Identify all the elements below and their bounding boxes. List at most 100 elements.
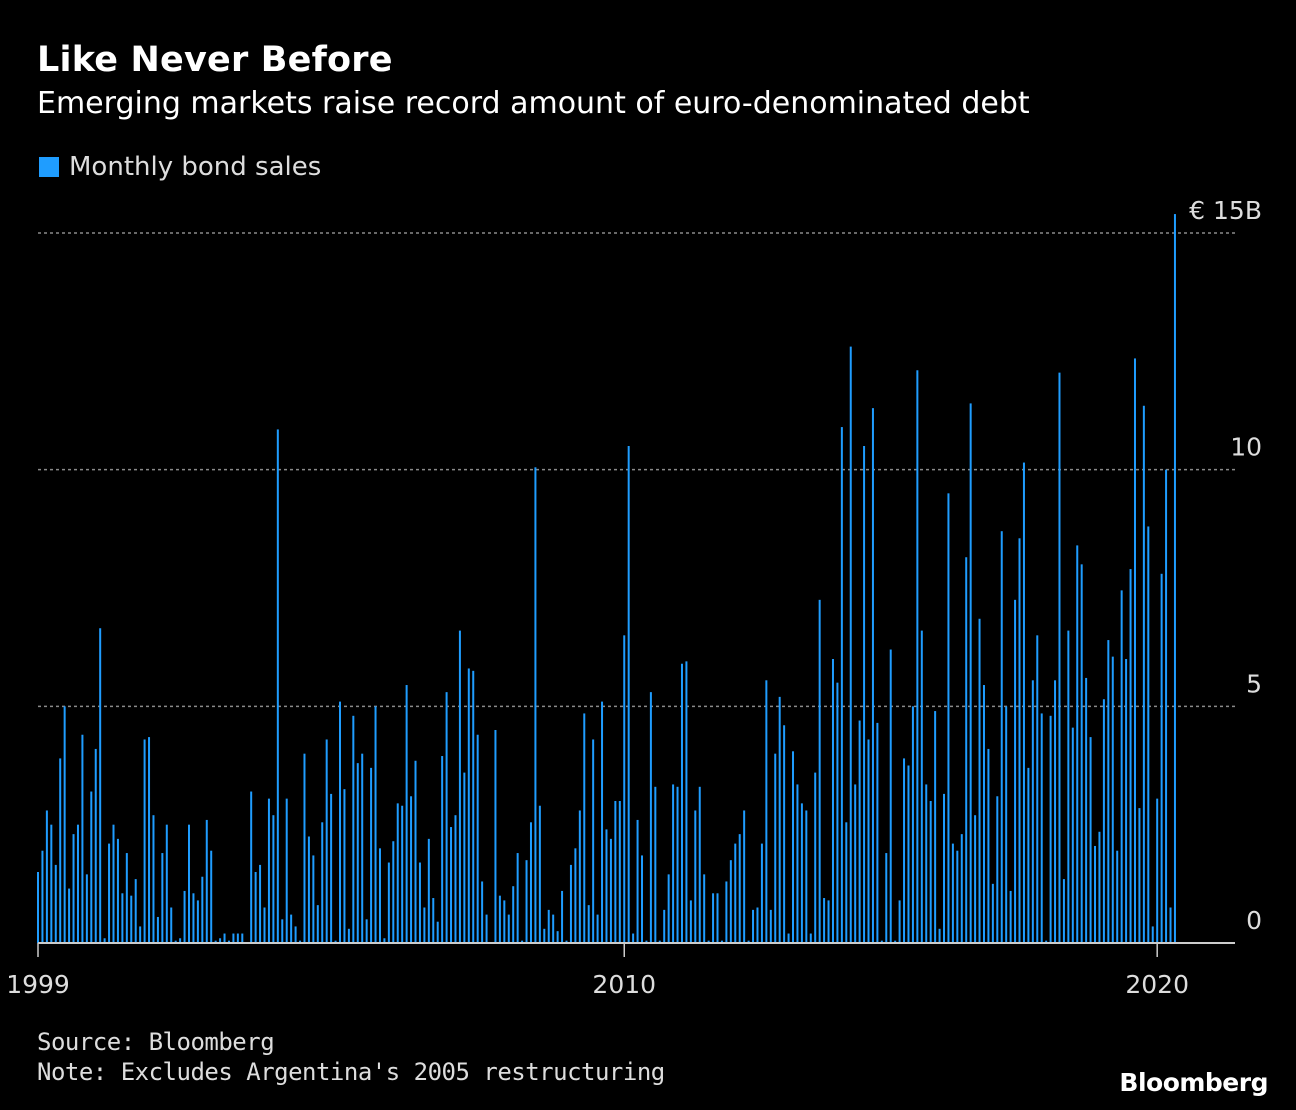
- bar: [281, 919, 284, 943]
- bar: [68, 888, 71, 943]
- bar: [236, 933, 239, 943]
- bar: [1058, 372, 1061, 944]
- bar: [800, 803, 803, 943]
- bar: [916, 370, 919, 943]
- bar: [485, 914, 488, 943]
- bar: [538, 805, 541, 943]
- bar: [814, 772, 817, 943]
- bar: [116, 838, 119, 943]
- bar: [645, 940, 648, 943]
- bar: [361, 753, 364, 943]
- bar: [552, 914, 555, 943]
- bar: [250, 791, 253, 943]
- bar: [614, 801, 617, 943]
- bar: [907, 765, 910, 943]
- bar: [312, 855, 315, 943]
- bar: [423, 907, 426, 943]
- bar: [960, 834, 963, 943]
- bar: [569, 864, 572, 943]
- bar: [365, 919, 368, 943]
- x-tick-label: 2010: [592, 970, 656, 999]
- bar: [978, 618, 981, 943]
- bar: [938, 928, 941, 943]
- bar: [463, 772, 466, 943]
- bar: [685, 661, 688, 943]
- bar: [889, 649, 892, 943]
- bar: [356, 763, 359, 943]
- bar: [143, 739, 146, 943]
- bar: [445, 692, 448, 943]
- bar: [121, 893, 124, 943]
- bar: [378, 848, 381, 943]
- bar: [1085, 677, 1088, 943]
- bar: [596, 914, 599, 943]
- bar: [1067, 630, 1070, 943]
- bar: [676, 786, 679, 943]
- bar: [45, 810, 48, 943]
- bar: [836, 682, 839, 943]
- bar: [1094, 845, 1097, 943]
- bar: [1031, 680, 1034, 943]
- bar: [303, 753, 306, 943]
- bar: [299, 940, 302, 943]
- bar: [641, 855, 644, 943]
- bar: [50, 824, 53, 943]
- x-tick-label: 2020: [1125, 970, 1189, 999]
- y-tick-label: 5: [1246, 669, 1262, 698]
- bar: [441, 756, 444, 943]
- bar: [94, 748, 97, 943]
- bar: [476, 734, 479, 943]
- bar: [294, 926, 297, 943]
- bar: [1165, 469, 1168, 943]
- bar: [450, 827, 453, 943]
- y-tick-label: € 15B: [1189, 196, 1262, 225]
- bar: [232, 933, 235, 943]
- bar: [969, 403, 972, 943]
- bar: [1151, 926, 1154, 943]
- bar: [41, 850, 44, 943]
- bar: [911, 706, 914, 943]
- bar: [1173, 214, 1176, 944]
- bar: [565, 940, 568, 943]
- bar: [543, 928, 546, 943]
- bar: [1169, 907, 1172, 943]
- legend: Monthly bond sales: [39, 152, 321, 182]
- bar: [1116, 850, 1119, 943]
- bar: [934, 711, 937, 943]
- bar: [436, 921, 439, 943]
- bar: [1129, 569, 1132, 943]
- bar: [521, 940, 524, 943]
- bar: [410, 796, 413, 943]
- bar: [840, 427, 843, 944]
- bar: [321, 822, 324, 943]
- bar: [1125, 659, 1128, 943]
- bar: [396, 803, 399, 943]
- bar: [72, 834, 75, 943]
- bar: [454, 815, 457, 943]
- bar: [401, 805, 404, 943]
- bar: [743, 810, 746, 943]
- bar: [125, 853, 128, 943]
- bar: [636, 819, 639, 943]
- bar: [205, 819, 208, 943]
- bar: [689, 900, 692, 943]
- bar: [903, 758, 906, 943]
- bar: [525, 860, 528, 943]
- bar: [516, 853, 519, 943]
- bar: [59, 758, 62, 943]
- y-tick-label: 10: [1230, 433, 1262, 462]
- bar: [165, 824, 168, 943]
- bar: [725, 881, 728, 943]
- bar: [663, 909, 666, 943]
- bar: [787, 933, 790, 943]
- bar: [867, 739, 870, 943]
- bar: [556, 931, 559, 943]
- source-note: Source: Bloomberg: [37, 1028, 275, 1056]
- bar: [161, 853, 164, 943]
- bar: [951, 843, 954, 943]
- bar: [871, 408, 874, 944]
- bar: [925, 784, 928, 943]
- bar: [1000, 531, 1003, 943]
- bar: [987, 748, 990, 943]
